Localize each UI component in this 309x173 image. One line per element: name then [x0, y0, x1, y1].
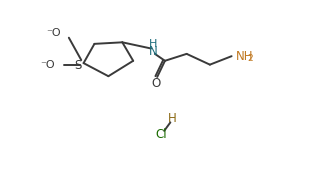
Text: N: N	[149, 45, 158, 58]
Text: H: H	[167, 112, 176, 125]
Text: NH: NH	[236, 50, 254, 63]
Text: ⁻O: ⁻O	[46, 28, 61, 38]
Text: Cl: Cl	[155, 128, 167, 141]
Text: S: S	[74, 59, 82, 72]
Text: H: H	[149, 39, 158, 49]
Text: 2: 2	[247, 54, 253, 63]
Text: O: O	[152, 77, 161, 90]
Text: ⁻O: ⁻O	[40, 60, 55, 70]
